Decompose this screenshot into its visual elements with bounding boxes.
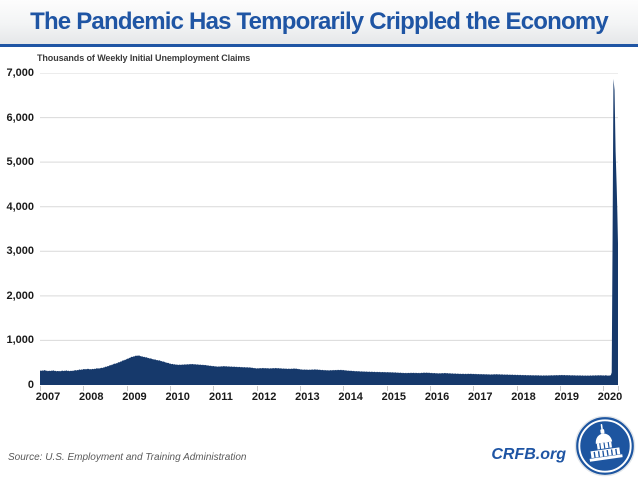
chart-subtitle: Thousands of Weekly Initial Unemployment… (37, 53, 251, 63)
x-tick-label: 2013 (295, 391, 320, 403)
x-tick-label: 2010 (165, 391, 190, 403)
x-axis-tick (126, 386, 128, 391)
x-tick-label: 2008 (78, 391, 104, 403)
x-tick-label: 2020 (597, 391, 623, 403)
page-title: The Pandemic Has Temporarily Crippled th… (30, 8, 609, 35)
x-tick-label: 2018 (511, 391, 536, 403)
y-tick-label: 5,000 (6, 156, 34, 169)
x-axis-tick (213, 386, 215, 391)
x-axis-tick (618, 386, 619, 391)
brand-text: CRFB.org (491, 446, 566, 463)
x-axis-tick (603, 386, 605, 391)
y-tick-label: 7,000 (6, 67, 34, 79)
y-tick-label: 0 (27, 379, 34, 391)
crfb-logo (574, 415, 636, 477)
title-bar: The Pandemic Has Temporarily Crippled th… (0, 0, 638, 47)
x-axis-tick (299, 386, 301, 391)
capitol-dome-icon (574, 415, 636, 477)
x-axis-tick (429, 386, 431, 391)
x-tick-label: 2017 (468, 391, 493, 403)
x-axis-tick (516, 386, 518, 391)
x-axis-tick (386, 386, 388, 391)
x-tick-label: 2007 (35, 391, 61, 403)
claims-area-series (40, 78, 618, 385)
x-tick-label: 2009 (122, 391, 147, 403)
x-tick-label: 2015 (381, 391, 407, 403)
x-axis-tick (343, 386, 345, 391)
y-tick-label: 3,000 (6, 245, 34, 258)
x-axis-tick (40, 386, 41, 391)
x-axis-tick (169, 386, 171, 391)
x-axis-tick (256, 386, 258, 391)
x-axis-tick (473, 386, 475, 391)
y-tick-label: 4,000 (6, 200, 34, 213)
area-chart-svg (40, 73, 618, 385)
x-tick-label: 2019 (554, 391, 579, 403)
y-tick-label: 2,000 (6, 289, 34, 302)
y-tick-label: 1,000 (6, 334, 34, 347)
x-axis-tick (559, 386, 561, 391)
x-axis-tick (83, 386, 85, 391)
x-tick-label: 2014 (338, 391, 363, 403)
x-tick-label: 2011 (208, 391, 233, 403)
source-note: Source: U.S. Employment and Training Adm… (8, 452, 247, 463)
x-tick-label: 2012 (251, 391, 277, 403)
y-tick-label: 6,000 (6, 111, 34, 124)
x-tick-label: 2016 (424, 391, 450, 403)
